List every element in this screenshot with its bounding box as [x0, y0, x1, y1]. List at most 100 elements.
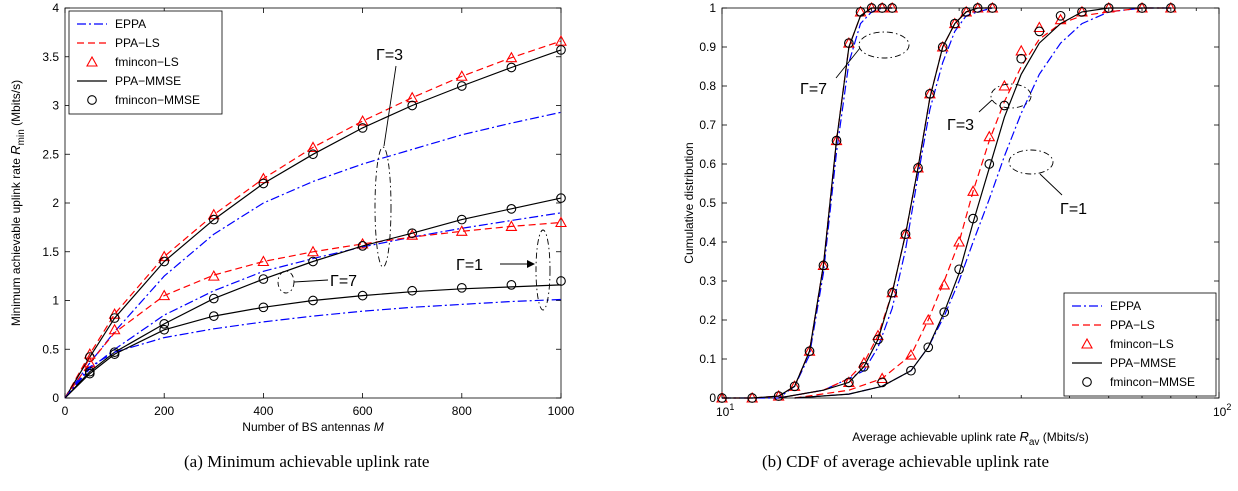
- chart-b-g2-fmincon-ls-marker-4: [953, 235, 966, 247]
- chart-a-xtick-label-400: 400: [253, 404, 273, 418]
- chart-a-annotation-gamma7: Γ=7: [330, 273, 357, 290]
- chart-b-g1-fmincon-mmse-marker-0: [844, 377, 854, 388]
- chart-b-arrow-gamma7: [835, 47, 861, 79]
- chart-a-g1-fmincon-ls-marker-5: [307, 245, 319, 257]
- chart-a-ytick-label-1.5: 1.5: [42, 245, 59, 259]
- chart-b-g2-fmincon-ls-marker-7: [998, 79, 1011, 91]
- chart-b-legend-symbol-fmincon-mmse: [1082, 377, 1092, 387]
- chart-b-g2-fmincon-mmse-marker-11: [1077, 7, 1087, 17]
- chart-a-legend-label-fmincon-mmse: fmincon−MMSE: [115, 93, 200, 107]
- chart-a-ytick-label-2.5: 2.5: [42, 147, 59, 161]
- chart-b-g0-fmincon-mmse-marker-9: [866, 3, 877, 13]
- chart-a-g0-fmincon-ls-marker-4: [257, 172, 270, 184]
- chart-a-g1-fmincon-mmse-marker-9: [506, 204, 517, 214]
- chart-a-xtick-label-600: 600: [353, 404, 373, 418]
- chart-a-arrow-gamma7: [293, 279, 329, 283]
- chart-a-g0-fmincon-ls-marker-3: [207, 208, 220, 220]
- chart-b-ytick-label-0.7: 0.7: [699, 118, 716, 132]
- chart-b-g0-ppa-ls-line: [722, 7, 893, 399]
- chart-b-ytick-label-0.5: 0.5: [699, 196, 716, 210]
- chart-a-xtick-label-1000: 1000: [548, 404, 575, 418]
- chart-b-arrow-gamma1: [1039, 173, 1063, 196]
- chart-b-ytick-label-0.8: 0.8: [699, 79, 716, 93]
- chart-a-g0-fmincon-mmse-marker-7: [407, 100, 418, 111]
- chart-a-g2-fmincon-mmse-marker-7: [407, 285, 418, 296]
- chart-b-annotation-gamma7: Γ=7: [800, 81, 827, 98]
- chart-a-ytick-label-0.5: 0.5: [42, 342, 59, 356]
- caption-a: (a) Minimum achievable uplink rate: [184, 452, 430, 471]
- chart-b-g1-fmincon-mmse-marker-8: [949, 18, 960, 29]
- chart-b-g2-fmincon-mmse-marker-4: [954, 264, 964, 275]
- chart-a-g2-fmincon-mmse-marker-6: [357, 290, 368, 301]
- chart-b-g2-fmincon-mmse-marker-9: [1034, 26, 1045, 37]
- chart-b-g0-fmincon-mmse-marker-3: [789, 381, 800, 392]
- chart-b-ytick-label-0.2: 0.2: [699, 313, 716, 327]
- chart-a-g2-fmincon-mmse-marker-3: [208, 311, 219, 321]
- chart-b-g2-fmincon-ls-marker-6: [983, 130, 996, 142]
- chart-a-legend-label-ppa-mmse: PPA−MMSE: [115, 74, 181, 88]
- chart-b-legend-box: [1063, 292, 1217, 397]
- chart-a-legend-label-eppa: EPPA: [115, 17, 146, 31]
- chart-b-g1-fmincon-mmse-marker-5: [913, 163, 923, 173]
- chart-a-xtick-label-0: 0: [62, 404, 69, 418]
- chart-a-arrow-gamma3: [383, 65, 397, 147]
- chart-a-g0-fmincon-mmse-marker-4: [258, 178, 269, 189]
- chart-a-annotation-gamma1: Γ=1: [456, 257, 483, 274]
- chart-b-g2-fmincon-ls-marker-1: [905, 348, 917, 360]
- chart-a-g1-ppa-mmse-line: [64, 197, 562, 399]
- chart-a-g0-fmincon-mmse-marker-9: [506, 62, 517, 73]
- chart-b-legend-label-fmincon-ls: fmincon−LS: [1110, 337, 1174, 351]
- chart-a-ellipse-gamma3: [374, 146, 392, 268]
- chart-a-ellipse-gamma7: [277, 270, 295, 294]
- chart-b-ellipse-gamma7: [858, 31, 910, 59]
- chart-a-legend-symbol-fmincon-ls: [86, 55, 98, 67]
- chart-a-annotation-gamma3: Γ=3: [376, 47, 403, 64]
- chart-a-g0-fmincon-mmse-marker-3: [208, 214, 219, 225]
- chart-b-g2-fmincon-mmse-marker-8: [1016, 53, 1027, 64]
- chart-b-ytick-label-0.3: 0.3: [699, 274, 716, 288]
- chart-a-ytick-label-0: 0: [52, 391, 59, 405]
- chart-b-g2-fmincon-ls-marker-0: [876, 372, 889, 384]
- chart-b-g2-fmincon-mmse-marker-14: [1165, 3, 1176, 13]
- chart-b-g0-fmincon-mmse-marker-8: [855, 7, 866, 17]
- chart-b-legend-symbol-fmincon-ls: [1081, 337, 1093, 349]
- chart-a-g0-fmincon-ls-marker-8: [455, 70, 468, 81]
- chart-b-annotation-gamma1: Γ=1: [1060, 201, 1087, 218]
- chart-a-g1-ppa-ls-line: [64, 221, 562, 399]
- chart-b-g0-fmincon-mmse-marker-4: [804, 346, 815, 357]
- chart-a-ytick-label-3.5: 3.5: [42, 50, 59, 64]
- chart-b-g1-fmincon-mmse-marker-9: [961, 7, 972, 17]
- chart-b-g2-fmincon-mmse-marker-1: [906, 365, 916, 376]
- chart-b-g2-fmincon-mmse-marker-0: [877, 377, 887, 388]
- chart-a-g2-fmincon-mmse-marker-10: [556, 276, 566, 286]
- chart-b-legend-label-eppa: EPPA: [1110, 299, 1141, 313]
- chart-b-g2-fmincon-ls-marker-9: [1033, 21, 1046, 33]
- chart-b-g1-ppa-mmse-line: [778, 7, 993, 399]
- chart-b-ellipse-gamma3: [990, 83, 1032, 109]
- chart-a-xtick-label-800: 800: [452, 404, 472, 418]
- chart-a-g1-fmincon-mmse-marker-6: [357, 241, 368, 251]
- chart-b-legend-label-fmincon-mmse: fmincon−MMSE: [1110, 375, 1195, 389]
- chart-a-ytick-label-3: 3: [52, 99, 59, 113]
- chart-b-g0-eppa-line: [722, 7, 893, 399]
- chart-a-g2-ppa-mmse-line: [64, 284, 562, 399]
- chart-b-ytick-label-0.1: 0.1: [699, 352, 716, 366]
- chart-a-g1-fmincon-mmse-marker-7: [407, 228, 418, 239]
- chart-a-g1-fmincon-mmse-marker-4: [258, 274, 269, 284]
- chart-a-g0-fmincon-mmse-marker-2: [159, 256, 170, 267]
- chart-a-g0-fmincon-ls-marker-6: [356, 114, 369, 126]
- chart-b-annotation-gamma3: Γ=3: [947, 117, 974, 134]
- chart-b-g2-fmincon-mmse-marker-13: [1137, 3, 1147, 13]
- chart-a-legend-label-ppa-ls: PPA−LS: [115, 36, 160, 50]
- chart-b-g0-fmincon-mmse-marker-0: [717, 393, 727, 403]
- chart-a-g1-fmincon-mmse-marker-5: [308, 256, 318, 267]
- chart-b-g1-fmincon-mmse-marker-10: [972, 3, 983, 13]
- chart-a-g1-fmincon-mmse-marker-8: [456, 214, 467, 225]
- chart-b-g2-fmincon-mmse-marker-6: [984, 159, 995, 169]
- chart-a-g1-fmincon-ls-marker-2: [158, 289, 171, 301]
- chart-a-g0-eppa-line: [64, 111, 562, 399]
- chart-a-g1-fmincon-ls-marker-3: [207, 269, 220, 281]
- chart-a-arrowhead-gamma1: [527, 260, 535, 268]
- chart-a-g1-fmincon-ls-marker-4: [257, 255, 270, 267]
